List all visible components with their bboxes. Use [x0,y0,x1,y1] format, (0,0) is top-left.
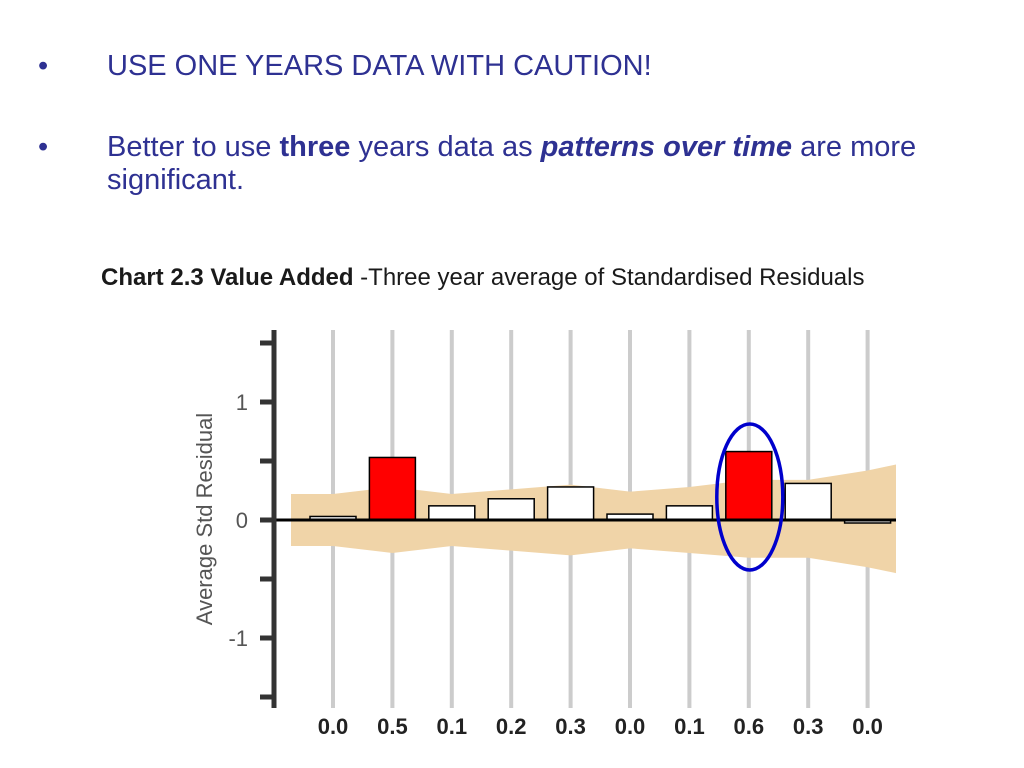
bullet-dot: • [38,131,49,163]
bar [428,505,476,521]
bullet-text-pre: Better to use [107,131,280,163]
bullet-text: USE ONE YEARS DATA WITH CAUTION! [107,50,652,82]
bar [784,482,832,521]
bar [725,450,773,521]
bullet-text-mid: years data as [350,131,541,163]
x-tick-label: 0.0 [615,714,646,739]
bullet-text-post: are more significant. [107,131,917,196]
bullet-text: Better to use three years data as patter… [107,131,987,197]
bar [487,498,535,521]
bar [665,505,714,521]
chart-title-rest: -Three year average of Standardised Resi… [353,264,865,291]
bullet-text-bold-italic: patterns over time [540,131,793,163]
x-tick-label: 0.6 [734,714,765,739]
bullet-dot: • [38,50,49,82]
bullet-text-bold: three [279,131,351,163]
y-tick-label: 0 [236,508,248,533]
chart-title: Chart 2.3 Value Added -Three year averag… [101,264,864,292]
x-tick-label: 0.3 [793,714,824,739]
x-tick-label: 0.5 [377,714,408,739]
x-tick-label: 0.2 [496,714,527,739]
chart-title-bold: Chart 2.3 Value Added [101,264,354,291]
bar [368,456,417,521]
x-tick-label: 0.1 [674,714,705,739]
x-tick-label: 0.1 [437,714,468,739]
y-tick-label: -1 [228,626,248,651]
y-tick-label: 1 [236,390,248,415]
x-tick-label: 0.3 [555,714,586,739]
highlight-ellipse [715,422,785,572]
x-tick-label: 0.0 [318,714,349,739]
y-axis-label: Average Std Residual [192,413,217,625]
x-tick-label: 0.0 [852,714,883,739]
bar [546,486,595,521]
